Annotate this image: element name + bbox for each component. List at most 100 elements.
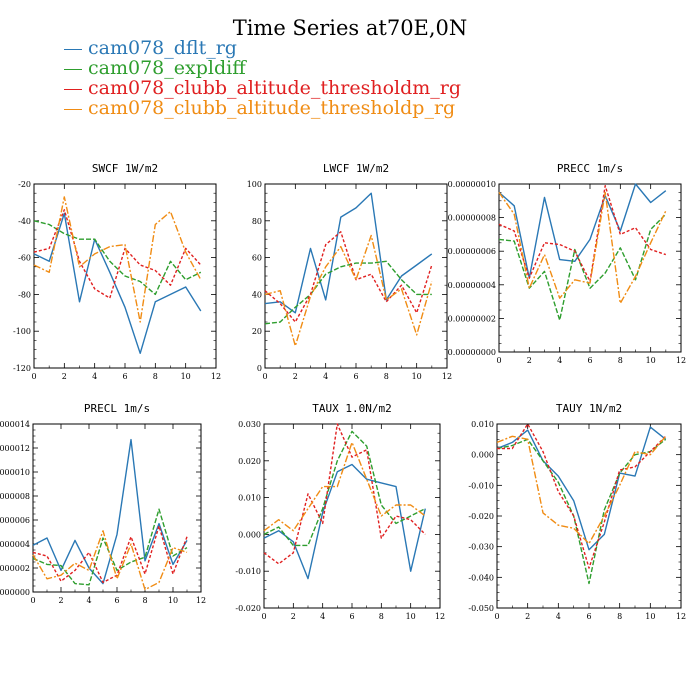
x-tick-label: 12 xyxy=(435,612,445,621)
series-line-2 xyxy=(263,430,426,547)
y-tick-label: 0.00000008 xyxy=(448,214,496,223)
y-tick-label: -0.030 xyxy=(468,543,494,552)
legend-label: cam078_clubb_altitude_thresholdp_rg xyxy=(88,97,456,119)
y-tick-label: 0.00000002 xyxy=(448,314,496,323)
legend-item-thresholdm: cam078_clubb_altitude_thresholdm_rg xyxy=(64,78,461,98)
series-line-2 xyxy=(264,260,432,325)
x-tick-label: 0 xyxy=(496,356,501,365)
plot-frame xyxy=(263,423,441,609)
series-line-2 xyxy=(33,220,202,296)
y-tick-label: 0 xyxy=(257,364,262,373)
x-tick-label: 8 xyxy=(153,372,158,381)
plot-frame xyxy=(264,183,448,369)
legend-swatch xyxy=(64,48,82,50)
x-tick-label: 6 xyxy=(353,372,358,381)
y-tick-label: 80 xyxy=(252,217,262,226)
x-tick-label: 8 xyxy=(618,356,623,365)
y-tick-label: -40 xyxy=(18,217,31,226)
x-tick-label: 10 xyxy=(645,612,655,621)
y-tick-label: 0.000 xyxy=(471,451,494,460)
chart-title: LWCF 1W/m2 xyxy=(323,162,389,175)
x-tick-label: 2 xyxy=(291,612,296,621)
y-tick-label: -0.020 xyxy=(235,604,261,613)
y-tick-label: -0.020 xyxy=(468,512,494,521)
chart-title: SWCF 1W/m2 xyxy=(92,162,158,175)
series-line-4 xyxy=(32,530,188,591)
series-line-3 xyxy=(498,184,667,283)
x-tick-label: 6 xyxy=(122,372,127,381)
x-tick-label: 0 xyxy=(31,372,36,381)
x-tick-label: 10 xyxy=(646,356,656,365)
y-tick-label: 0.000 xyxy=(238,530,261,539)
legend: cam078_dflt_rg cam078_expldiff cam078_cl… xyxy=(64,38,461,118)
series-line-4 xyxy=(498,191,667,304)
y-tick-label: -20 xyxy=(18,180,31,189)
x-tick-label: 4 xyxy=(86,596,91,605)
y-tick-label: 0.0000000008 xyxy=(0,492,30,501)
page-title: Time Series at70E,0N xyxy=(232,16,468,40)
x-tick-label: 12 xyxy=(676,612,686,621)
y-tick-label: 0.00000000 xyxy=(448,348,496,357)
x-tick-label: 8 xyxy=(384,372,389,381)
series-line-3 xyxy=(263,423,426,565)
chart-panel: LWCF 1W/m2 0 2 4 6 8 10 12 0 20 40 60 80 100 xyxy=(247,162,452,381)
y-tick-label: -100 xyxy=(13,327,31,336)
series-line-4 xyxy=(264,234,433,347)
legend-item-thresholdp: cam078_clubb_altitude_thresholdp_rg xyxy=(64,98,461,118)
x-tick-label: 8 xyxy=(379,612,384,621)
x-tick-label: 4 xyxy=(320,612,325,621)
x-tick-label: 6 xyxy=(349,612,354,621)
y-tick-label: 60 xyxy=(252,254,262,263)
y-tick-label: 0.00000004 xyxy=(448,281,496,290)
x-tick-label: 2 xyxy=(527,356,532,365)
x-tick-label: 12 xyxy=(211,372,221,381)
y-tick-label: -0.040 xyxy=(468,573,494,582)
chart-title: PRECL 1m/s xyxy=(84,402,150,415)
y-tick-label: -0.050 xyxy=(468,604,494,613)
legend-item-dflt: cam078_dflt_rg xyxy=(64,38,461,58)
y-tick-label: 0.010 xyxy=(238,494,261,503)
series-line-2 xyxy=(32,508,188,586)
chart-title: PRECC 1m/s xyxy=(557,162,623,175)
legend-label: cam078_dflt_rg xyxy=(88,37,237,59)
series-line-1 xyxy=(264,192,433,314)
x-tick-label: 10 xyxy=(181,372,191,381)
x-tick-label: 0 xyxy=(261,612,266,621)
chart-panel: PRECC 1m/s 0 2 4 6 8 10 12 0.00000000 0.00000002 0… xyxy=(448,162,686,365)
x-tick-label: 4 xyxy=(556,612,561,621)
x-tick-label: 2 xyxy=(293,372,298,381)
chart-panel: TAUY 1N/m2 0 2 4 6 8 10 12 -0.050 -0.040 -0.030 -0.… xyxy=(468,402,686,621)
x-tick-label: 6 xyxy=(586,612,591,621)
y-tick-label: 0.0000000012 xyxy=(0,444,30,453)
x-tick-label: 4 xyxy=(323,372,328,381)
y-tick-label: -80 xyxy=(18,290,31,299)
x-tick-label: 12 xyxy=(196,596,206,605)
y-tick-label: -0.010 xyxy=(235,567,261,576)
y-tick-label: -120 xyxy=(13,364,31,373)
chart-title: TAUY 1N/m2 xyxy=(556,402,622,415)
x-tick-label: 10 xyxy=(412,372,422,381)
x-tick-label: 6 xyxy=(114,596,119,605)
series-line-4 xyxy=(263,441,426,532)
series-line-1 xyxy=(32,438,188,585)
x-tick-label: 8 xyxy=(142,596,147,605)
x-tick-label: 0 xyxy=(30,596,35,605)
series-line-3 xyxy=(497,423,667,569)
y-tick-label: 0.0000000014 xyxy=(0,420,30,429)
series-line-1 xyxy=(263,463,426,580)
chart-panel: SWCF 1W/m2 0 2 4 6 8 10 12 -120 -100 -80 -60 -40 -20 xyxy=(13,162,221,381)
chart-panel: TAUX 1.0N/m2 0 2 4 6 8 10 12 -0.020 -0.010 0.000 0.… xyxy=(235,402,445,621)
legend-swatch xyxy=(64,108,82,110)
chart-title: TAUX 1.0N/m2 xyxy=(312,402,391,415)
y-tick-label: 0.020 xyxy=(238,457,261,466)
y-tick-label: 0.00000010 xyxy=(448,180,496,189)
legend-label: cam078_clubb_altitude_thresholdm_rg xyxy=(88,77,462,99)
x-tick-label: 0 xyxy=(494,612,499,621)
y-tick-label: 20 xyxy=(252,327,262,336)
series-line-1 xyxy=(498,183,667,279)
y-tick-label: 0.010 xyxy=(471,420,494,429)
x-tick-label: 10 xyxy=(168,596,178,605)
